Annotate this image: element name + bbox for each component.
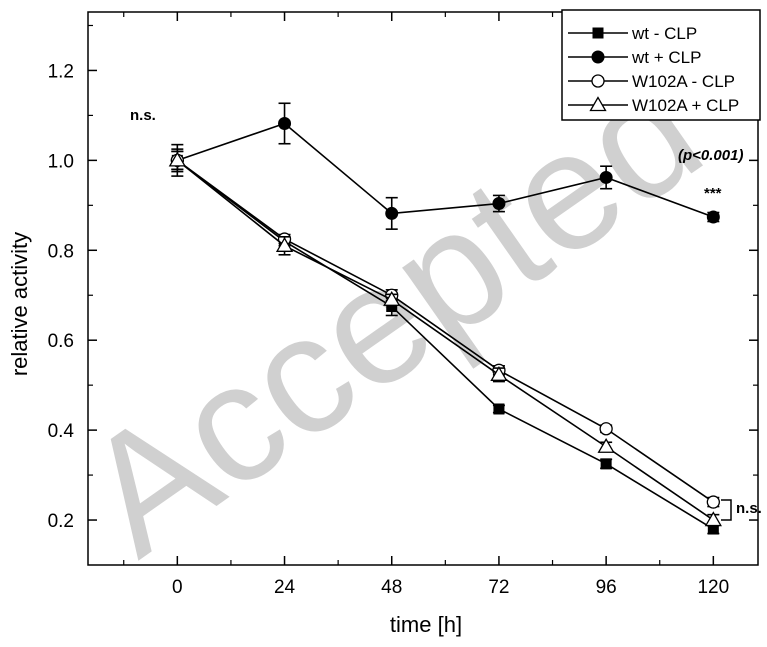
data-point [599, 170, 613, 184]
x-tick-label: 0 [172, 577, 183, 598]
data-point [599, 422, 613, 436]
legend-marker [591, 50, 605, 64]
legend-label: wt - CLP [631, 24, 697, 43]
y-axis-title: relative activity [7, 232, 32, 376]
plot-frame [87, 11, 759, 566]
p-value-annotation: (p<0.001) [678, 147, 743, 164]
x-tick-label: 24 [274, 577, 296, 598]
legend: wt - CLP wt + CLP W102A - CLP W102A + CLP [561, 9, 761, 121]
data-point [490, 366, 508, 381]
data-point [385, 206, 399, 220]
data-point [493, 403, 505, 415]
data-point [706, 210, 720, 224]
data-point [492, 197, 506, 211]
ns-right-bracket [721, 499, 732, 521]
data-point [704, 511, 722, 527]
x-axis-title: time [h] [390, 612, 462, 637]
data-point [275, 236, 294, 252]
legend-marker [592, 27, 604, 39]
data-point [706, 495, 720, 509]
significance-stars: *** [704, 185, 722, 202]
legend-marker [591, 74, 605, 88]
ns-top-annotation: n.s. [130, 107, 156, 124]
data-point [168, 151, 186, 167]
y-tick-label: 0.6 [48, 331, 74, 352]
data-point [600, 458, 612, 470]
series-line [177, 122, 714, 218]
series-layer [168, 102, 722, 535]
x-tick-label: 48 [381, 577, 402, 598]
y-tick-label: 0.8 [48, 241, 74, 262]
y-tick-label: 1.0 [48, 151, 74, 172]
data-point [383, 290, 401, 306]
x-tick-label: 96 [596, 577, 617, 598]
y-tick-label: 0.4 [48, 421, 75, 442]
legend-label: W102A + CLP [632, 96, 739, 115]
series-line [176, 159, 714, 521]
data-point [278, 116, 292, 130]
series-line [176, 159, 714, 503]
x-tick-label: 72 [488, 577, 509, 598]
x-tick-label: 120 [697, 577, 729, 598]
data-point [386, 300, 398, 312]
legend-label: W102A - CLP [632, 72, 735, 91]
data-point [597, 437, 615, 453]
ns-right-annotation: n.s. [736, 500, 762, 517]
y-tick-label: 1.2 [48, 61, 74, 82]
legend-marker [589, 96, 607, 112]
series-3 [168, 148, 722, 527]
data-point [707, 523, 719, 535]
y-tick-label: 0.2 [48, 511, 74, 532]
legend-label: wt + CLP [631, 48, 701, 67]
series-line [176, 159, 714, 530]
